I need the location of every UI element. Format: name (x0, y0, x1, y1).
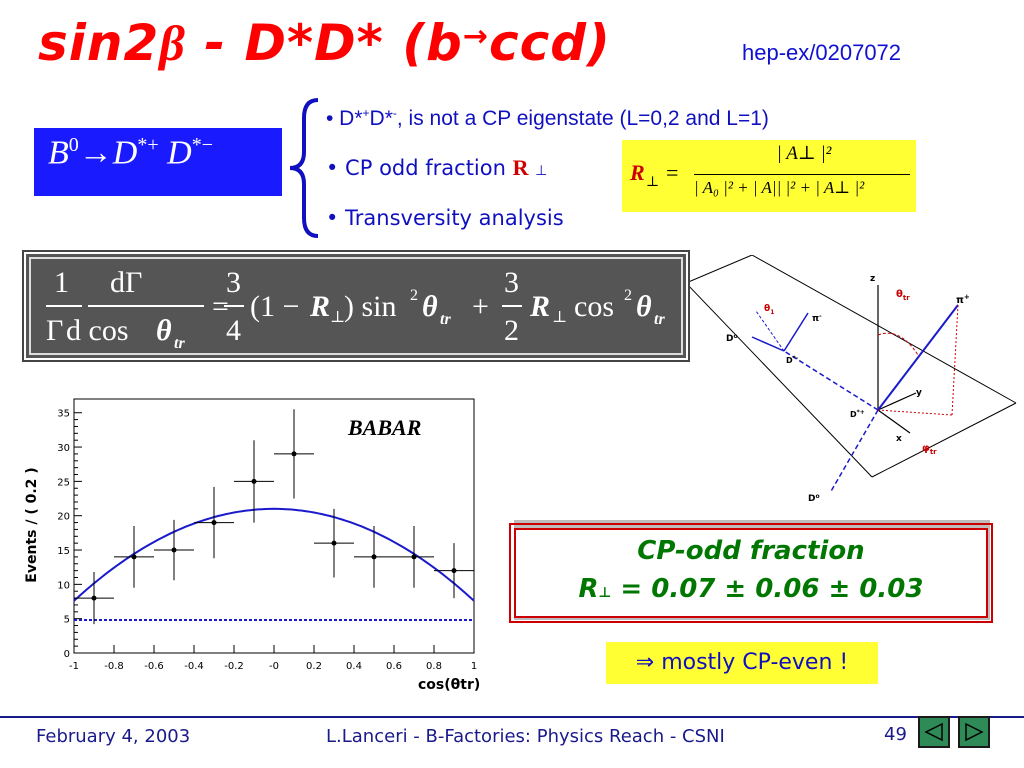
svg-text:dΓ: dΓ (110, 266, 142, 299)
svg-text:tr: tr (654, 311, 665, 328)
x-tick-label: 0.8 (426, 661, 442, 672)
y-tick-label: 35 (57, 409, 70, 420)
svg-text:+: + (472, 290, 489, 323)
svg-text:θ: θ (636, 290, 652, 323)
svg-text:4: 4 (226, 314, 241, 347)
decay-box: B0→D*+ D*− (34, 128, 282, 196)
svg-text:2: 2 (410, 287, 418, 304)
data-point (274, 409, 314, 499)
x-tick-label: 0.6 (386, 661, 402, 672)
data-point (434, 543, 474, 599)
conclusion-badge: ⇒ mostly CP-even ! (606, 642, 878, 684)
svg-text:2: 2 (504, 314, 519, 347)
page-number: 49 (884, 724, 907, 745)
svg-text:⊥: ⊥ (552, 309, 567, 326)
next-slide-button[interactable] (958, 716, 990, 748)
cos-theta-plot: 0 5 10 15 20 25 30 35 -1 -0.8 -0.6 -0.4 -0.2 -0 0.2 0.… (24, 398, 480, 693)
bullet-cp-odd-fraction: • CP odd fraction R ⊥ (326, 155, 548, 180)
svg-text:φtr: φtr (922, 443, 937, 456)
result-box: CP-odd fraction R⊥ = 0.07 ± 0.06 ± 0.03 (509, 520, 993, 623)
babar-watermark: BABAR (347, 415, 421, 440)
transversity-diagram: z y x π+ θtr φtr Do π- θ1 D*- D*+ Do (690, 255, 1017, 504)
x-tick-label: 0.4 (346, 661, 362, 672)
svg-text:y: y (916, 388, 922, 398)
triangle-right-icon (965, 722, 984, 742)
svg-text:3: 3 (226, 266, 241, 299)
y-tick-label: 25 (57, 477, 70, 488)
svg-text:Do: Do (726, 333, 738, 344)
y-axis-ticks: 0 5 10 15 20 25 30 35 (57, 409, 82, 660)
y-tick-label: 0 (64, 649, 70, 660)
svg-text:⊥: ⊥ (330, 309, 345, 326)
x-tick-label: -0.8 (104, 661, 124, 672)
svg-text:cos: cos (574, 290, 614, 323)
svg-text:D*+: D*+ (850, 409, 865, 419)
angular-distribution-formula: 1 Γ dΓ d cos θ tr = 3 4 (1 − R ⊥ ) sin 2… (22, 250, 690, 362)
y-axis-label: Events / ( 0.2 ) (24, 467, 40, 582)
data-point (74, 571, 114, 625)
right-arrow-icon: → (462, 19, 489, 54)
x-tick-label: -0.2 (224, 661, 244, 672)
svg-text:tr: tr (174, 335, 185, 352)
svg-text:D*-: D*- (786, 355, 799, 365)
svg-text:π+: π+ (956, 293, 970, 306)
x-tick-label: -0 (269, 661, 279, 672)
svg-text:R: R (309, 290, 330, 323)
x-axis-ticks: -1 -0.8 -0.6 -0.4 -0.2 -0 0.2 0.4 0.6 0.8 1 (69, 645, 477, 672)
svg-text:z: z (870, 274, 875, 284)
data-point (354, 526, 394, 588)
svg-text:d cos: d cos (66, 314, 129, 347)
svg-text:θ: θ (422, 290, 438, 323)
y-tick-label: 5 (64, 615, 70, 626)
svg-text:Do: Do (808, 493, 820, 504)
result-value: R⊥ = 0.07 ± 0.06 ± 0.03 (578, 574, 924, 604)
svg-text:(1 −: (1 − (250, 290, 299, 323)
r-perp-formula: R ⊥ = | A⊥ |² | A₀ |² + | A|| |² + | A⊥ … (622, 140, 916, 212)
data-point (114, 526, 154, 588)
svg-text:π-: π- (812, 313, 822, 324)
triangle-left-icon (924, 722, 943, 742)
footer-title: L.Lanceri - B-Factories: Physics Reach -… (326, 726, 725, 747)
data-point (194, 486, 234, 559)
y-tick-label: 20 (57, 512, 70, 523)
fit-curve (73, 507, 475, 602)
x-tick-label: -0.4 (184, 661, 204, 672)
bullet-transversity: • Transversity analysis (326, 206, 564, 230)
x-tick-label: -1 (69, 661, 79, 672)
y-tick-label: 15 (57, 546, 70, 557)
y-tick-label: 30 (57, 443, 70, 454)
svg-text:Γ: Γ (46, 314, 63, 347)
svg-text:tr: tr (440, 311, 451, 328)
reference-label: hep-ex/0207072 (742, 40, 902, 65)
svg-text:1: 1 (54, 266, 69, 299)
x-axis-label: cos(θtr) (418, 677, 480, 693)
svg-text:) sin: ) sin (344, 290, 397, 323)
svg-text:R: R (529, 290, 550, 323)
svg-text:x: x (896, 434, 902, 444)
data-point (314, 508, 354, 578)
footer-divider (0, 716, 1024, 718)
previous-slide-button[interactable] (918, 716, 950, 748)
svg-text:3: 3 (504, 266, 519, 299)
slide-title: sin2β - D*D* (b→ccd) (38, 14, 611, 72)
svg-text:=: = (212, 290, 229, 323)
result-title: CP-odd fraction (637, 536, 865, 566)
curly-brace (289, 98, 319, 238)
data-point (154, 519, 194, 581)
svg-text:2: 2 (624, 287, 632, 304)
y-tick-label: 10 (57, 580, 70, 591)
bullet-not-cp-eigenstate: • D*+D*-, is not a CP eigenstate (L=0,2 … (326, 106, 769, 130)
svg-text:θ1: θ1 (764, 304, 774, 316)
data-point (234, 440, 274, 523)
data-points (74, 409, 474, 625)
svg-text:θtr: θtr (896, 289, 910, 302)
data-point (394, 526, 434, 588)
x-tick-label: -0.6 (144, 661, 164, 672)
svg-text:θ: θ (156, 314, 172, 347)
x-tick-label: 1 (471, 661, 477, 672)
x-tick-label: 0.2 (306, 661, 322, 672)
footer-date: February 4, 2003 (36, 726, 191, 747)
